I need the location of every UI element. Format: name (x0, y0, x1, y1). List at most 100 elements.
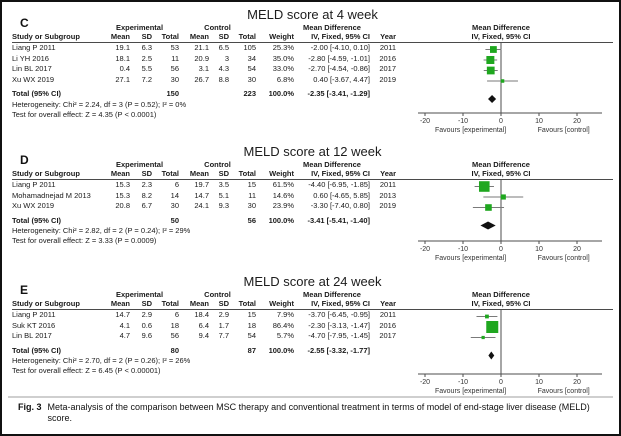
control-group-header: Control (204, 290, 231, 299)
col-ctl-sd: SD (218, 299, 229, 308)
exp-mean-cell: 4.7 (119, 331, 130, 340)
exp-total-cell: 14 (170, 190, 179, 200)
total-ctl-total: 56 (247, 215, 256, 225)
forest-panel: E MELD score at 24 week Experimental Con… (12, 274, 613, 396)
experimental-group-header: Experimental (115, 23, 164, 32)
favours-left-label: Favours [experimental] (435, 388, 506, 395)
col-ctl-mean: Mean (189, 32, 209, 41)
panel-label: C (20, 16, 29, 30)
col-exp-sd: SD (141, 32, 152, 41)
caption-text: Meta-analysis of the comparison between … (47, 402, 590, 423)
study-marker (486, 56, 495, 64)
control-group-header: Control (204, 23, 231, 32)
ctl-sd-cell: 4.3 (218, 64, 229, 73)
axis-tick-label: -10 (458, 379, 468, 386)
ci-cell: -2.30 [-3.13, -1.47] (308, 320, 370, 330)
ci-cell: -2.00 [-4.10, 0.10] (310, 43, 370, 52)
overall-effect-text: Test for overall effect: Z = 4.35 (P < 0… (12, 109, 157, 119)
axis-tick-label: -10 (458, 246, 468, 253)
col-ci: IV, Fixed, 95% CI (311, 299, 370, 308)
study-marker (486, 321, 499, 333)
experimental-group-header: Experimental (115, 290, 164, 299)
exp-total-cell: 18 (170, 320, 179, 330)
col-ctl-total: Total (238, 169, 256, 178)
empty-cell (179, 89, 209, 100)
table-header-left: Experimental Control Mean Difference Stu… (12, 290, 396, 309)
plot-header: Mean Difference IV, Fixed, 95% CI (408, 160, 608, 179)
axis-tick-label: 20 (573, 379, 581, 386)
ctl-mean-cell: 18.4 (194, 310, 209, 319)
study-name: Liang P 2011 (12, 310, 56, 319)
total-label: Total (95% CI) (12, 215, 62, 225)
study-name: Liang P 2011 (12, 180, 56, 189)
axis-tick-label: -10 (458, 118, 468, 125)
col-exp-total: Total (161, 32, 179, 41)
year-cell: 2017 (379, 64, 396, 73)
total-diamond (488, 95, 497, 103)
empty-cell (370, 89, 396, 100)
ci-cell: -2.70 [-4.54, -0.86] (308, 64, 370, 73)
ctl-total-cell: 54 (247, 64, 256, 73)
weight-cell: 25.3% (272, 43, 294, 52)
forest-panel: D MELD score at 12 week Experimental Con… (12, 144, 613, 263)
col-exp-sd: SD (141, 169, 152, 178)
total-exp-total: 80 (170, 345, 179, 355)
overall-effect-text: Test for overall effect: Z = 3.33 (P = 0… (12, 236, 157, 245)
table-header: Experimental Control Mean Difference Stu… (12, 160, 613, 180)
empty-cell (100, 346, 130, 357)
ci-cell: -4.40 [-6.95, -1.85] (308, 180, 370, 189)
forest-panel: C MELD score at 4 week Experimental Cont… (12, 7, 613, 135)
empty-cell (100, 216, 130, 227)
figure-caption: Fig. 3 Meta-analysis of the comparison b… (18, 402, 605, 424)
ctl-sd-cell: 5.1 (218, 190, 229, 200)
empty-cell (209, 89, 229, 100)
panel-title: MELD score at 24 week (243, 274, 382, 289)
overall-effect-text: Test for overall effect: Z = 6.45 (P < 0… (12, 366, 161, 375)
total-diamond (488, 351, 495, 360)
exp-sd-cell: 0.6 (141, 320, 152, 330)
empty-cell (179, 216, 209, 227)
exp-total-cell: 6 (174, 310, 179, 319)
ctl-total-cell: 54 (247, 331, 256, 340)
col-exp-total: Total (161, 299, 179, 308)
axis-tick-label: 20 (573, 118, 581, 125)
col-exp-sd: SD (141, 299, 152, 308)
empty-cell (209, 346, 229, 357)
col-exp-mean: Mean (110, 169, 130, 178)
empty-cell (100, 89, 130, 100)
weight-cell: 35.0% (272, 53, 294, 63)
total-ci: -3.41 [-5.41, -1.40] (307, 215, 370, 225)
empty-cell (370, 346, 396, 357)
year-cell: 2017 (379, 331, 396, 340)
study-table: Liang P 2011 19.1 6.3 53 21.1 6.5 105 25.3% -2.0… (12, 43, 396, 120)
ci-cell: -2.80 [-4.59, -1.01] (308, 53, 370, 63)
col-ctl-mean: Mean (189, 299, 209, 308)
weight-cell: 14.6% (272, 190, 294, 200)
col-exp-mean: Mean (110, 299, 130, 308)
study-name: Li YH 2016 (12, 53, 49, 63)
col-ctl-sd: SD (218, 32, 229, 41)
study-name: Lin BL 2017 (12, 331, 52, 340)
ctl-sd-cell: 1.7 (218, 320, 229, 330)
caption-label: Fig. 3 (18, 402, 42, 412)
control-group-header: Control (204, 160, 231, 169)
heterogeneity-text: Heterogeneity: Chi² = 2.82, df = 2 (P = … (12, 226, 191, 235)
ctl-sd-cell: 2.9 (218, 310, 229, 319)
ctl-mean-cell: 19.7 (194, 180, 209, 189)
weight-cell: 6.8% (276, 74, 294, 84)
study-name: Mohamadnejad M 2013 (12, 190, 91, 200)
total-label: Total (95% CI) (12, 89, 62, 98)
study-table: Liang P 2011 14.7 2.9 6 18.4 2.9 15 7.9% -3.70 [… (12, 310, 396, 376)
forest-plot: -20 -10 0 10 20 Favours [experimental] Favours… (418, 180, 602, 262)
axis-tick-label: -20 (420, 246, 430, 253)
study-table: Liang P 2011 15.3 2.3 6 19.7 3.5 15 61.5% -4.40 … (12, 180, 396, 246)
exp-total-cell: 11 (171, 53, 179, 63)
total-ctl-total: 87 (247, 345, 256, 355)
caption-divider (8, 396, 613, 398)
empty-cell (130, 346, 152, 357)
study-name: Lin BL 2017 (12, 64, 52, 73)
axis-tick-label: 10 (535, 246, 543, 253)
year-cell: 2013 (379, 190, 396, 200)
axis-tick-label: -20 (420, 118, 430, 125)
plot-header-line2: IV, Fixed, 95% CI (471, 299, 531, 308)
